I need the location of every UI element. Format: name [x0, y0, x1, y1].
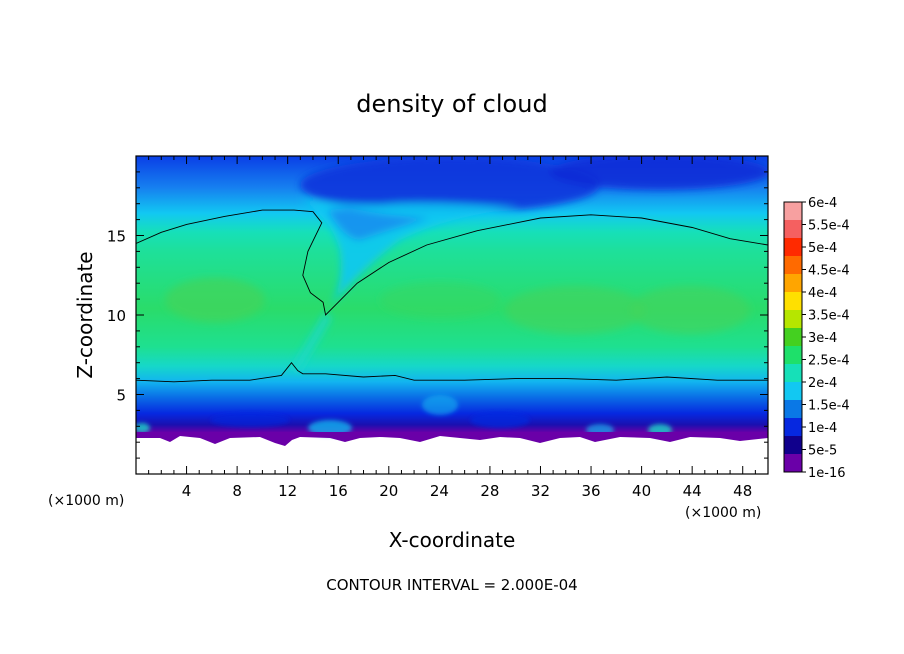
x-tick-label: 48	[733, 482, 752, 500]
x-axis: 4 8 12 16 20 24 28 32 36 40 44 48	[148, 156, 756, 500]
colorbar-swatch	[784, 436, 802, 455]
colorbar-label: 1e-16	[808, 466, 846, 481]
colorbar-swatch	[784, 256, 802, 275]
colorbar-label: 5.5e-4	[808, 219, 850, 234]
colorbar-label: 6e-4	[808, 196, 837, 211]
colorbar-label: 4e-4	[808, 286, 837, 301]
colorbar-swatch	[784, 418, 802, 437]
x-unit-right: (×1000 m)	[685, 505, 761, 521]
colorbar-label: 2e-4	[808, 376, 837, 391]
x-tick-label: 44	[683, 482, 702, 500]
colorbar-swatch	[784, 202, 802, 221]
colorbar-swatch	[784, 382, 802, 401]
colorbar-swatch	[784, 274, 802, 293]
x-tick-label: 28	[480, 482, 499, 500]
colorbar-swatch	[784, 310, 802, 329]
field-features	[165, 156, 768, 372]
colorbar-label: 2.5e-4	[808, 354, 850, 369]
colorbar-label: 4.5e-4	[808, 264, 850, 279]
x-tick-label: 16	[329, 482, 348, 500]
y-axis-label: Z-coordinate	[73, 251, 97, 378]
colorbar-swatch	[784, 346, 802, 365]
colorbar-swatch	[784, 220, 802, 239]
colorbar-swatch	[784, 400, 802, 419]
x-axis-label: X-coordinate	[389, 528, 516, 552]
contour-upper	[136, 209, 768, 316]
colorbar-label: 5e-5	[808, 444, 837, 459]
x-tick-label: 36	[581, 482, 600, 500]
x-tick-label: 32	[531, 482, 550, 500]
y-axis: 5 10 15	[107, 171, 768, 459]
colorbar-label: 1e-4	[808, 421, 837, 436]
x-tick-label: 24	[430, 482, 449, 500]
colorbar-label: 3e-4	[808, 331, 837, 346]
y-tick-label: 15	[107, 228, 126, 246]
contour-lower	[136, 361, 768, 383]
x-tick-label: 12	[278, 482, 297, 500]
y-tick-label: 10	[107, 307, 126, 325]
x-unit-left: (×1000 m)	[48, 493, 124, 509]
colorbar-swatch	[784, 454, 802, 473]
colorbar-swatch	[784, 328, 802, 347]
y-tick-label: 5	[116, 387, 126, 405]
chart-title: density of cloud	[356, 90, 547, 118]
colorbar-swatch	[784, 292, 802, 311]
contour-interval-note: CONTOUR INTERVAL = 2.000E-04	[326, 576, 577, 594]
colorbar-label: 3.5e-4	[808, 309, 850, 324]
colorbar-label: 1.5e-4	[808, 399, 850, 414]
ground-edge	[136, 432, 768, 446]
colorbar-swatch	[784, 364, 802, 383]
x-tick-label: 4	[182, 482, 192, 500]
colorbar-swatch	[784, 238, 802, 257]
x-tick-label: 20	[379, 482, 398, 500]
x-tick-label: 40	[632, 482, 651, 500]
colorbar-label: 5e-4	[808, 241, 837, 256]
plot-area	[136, 156, 768, 474]
colorbar: 6e-4 5.5e-4 5e-4 4.5e-4 4e-4 3.5e-4 3e-4 2.5e-4…	[783, 196, 850, 481]
x-tick-label: 8	[232, 482, 242, 500]
